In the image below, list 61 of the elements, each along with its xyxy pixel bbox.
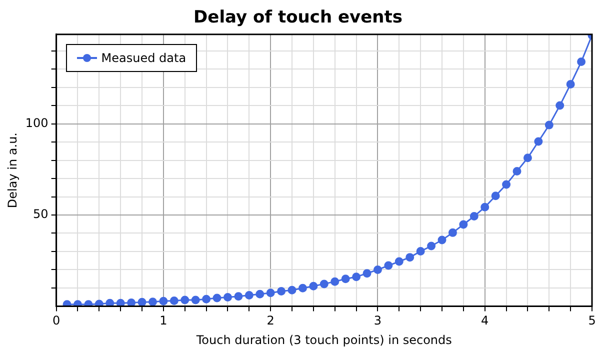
x-tick-label: 3 bbox=[374, 314, 382, 328]
point bbox=[470, 212, 478, 221]
x-tick-label: 4 bbox=[481, 314, 489, 328]
point bbox=[416, 247, 425, 256]
point bbox=[502, 180, 511, 189]
point bbox=[556, 101, 564, 110]
point bbox=[341, 274, 350, 284]
point bbox=[544, 120, 554, 130]
point bbox=[159, 296, 168, 306]
point bbox=[288, 286, 296, 294]
point bbox=[448, 228, 457, 237]
point bbox=[62, 300, 72, 306]
x-tick-label: 5 bbox=[588, 314, 596, 328]
point bbox=[256, 290, 264, 298]
point bbox=[352, 272, 361, 282]
point bbox=[212, 294, 222, 302]
point bbox=[116, 298, 125, 306]
point bbox=[138, 298, 146, 306]
x-axis-title: Touch duration (3 touch points) in seconds bbox=[195, 332, 452, 347]
chart-title: Delay of touch events bbox=[194, 8, 402, 28]
point bbox=[512, 166, 522, 176]
point bbox=[384, 261, 393, 270]
point bbox=[180, 296, 190, 304]
point bbox=[170, 296, 178, 305]
point bbox=[277, 286, 286, 296]
point bbox=[266, 288, 275, 298]
point bbox=[309, 282, 318, 290]
point bbox=[480, 202, 490, 212]
point bbox=[223, 293, 232, 302]
point bbox=[244, 291, 254, 300]
point bbox=[73, 300, 82, 306]
point bbox=[373, 265, 382, 274]
point bbox=[534, 137, 543, 146]
y-tick-label: 100 bbox=[25, 116, 48, 130]
point bbox=[106, 298, 114, 306]
point bbox=[330, 277, 340, 286]
point bbox=[394, 257, 404, 266]
point bbox=[148, 298, 157, 306]
y-axis-title: Delay in a.u. bbox=[5, 132, 20, 208]
point bbox=[577, 58, 586, 66]
x-tick-label: 2 bbox=[266, 314, 274, 328]
legend-label: Measued data bbox=[101, 51, 186, 66]
point bbox=[84, 300, 93, 306]
point bbox=[491, 192, 500, 200]
point bbox=[406, 253, 414, 262]
point bbox=[202, 294, 211, 304]
point bbox=[234, 292, 243, 301]
point bbox=[191, 296, 200, 304]
point bbox=[127, 298, 136, 306]
point bbox=[566, 80, 575, 88]
point bbox=[94, 300, 104, 306]
point bbox=[438, 236, 446, 244]
point bbox=[298, 284, 307, 292]
point bbox=[523, 154, 532, 162]
point bbox=[427, 242, 436, 250]
point bbox=[459, 220, 468, 229]
x-tick-label: 1 bbox=[160, 314, 168, 328]
point bbox=[362, 269, 372, 278]
point bbox=[320, 280, 328, 288]
x-tick-label: 0 bbox=[52, 314, 60, 328]
y-tick-label: 50 bbox=[33, 207, 48, 222]
